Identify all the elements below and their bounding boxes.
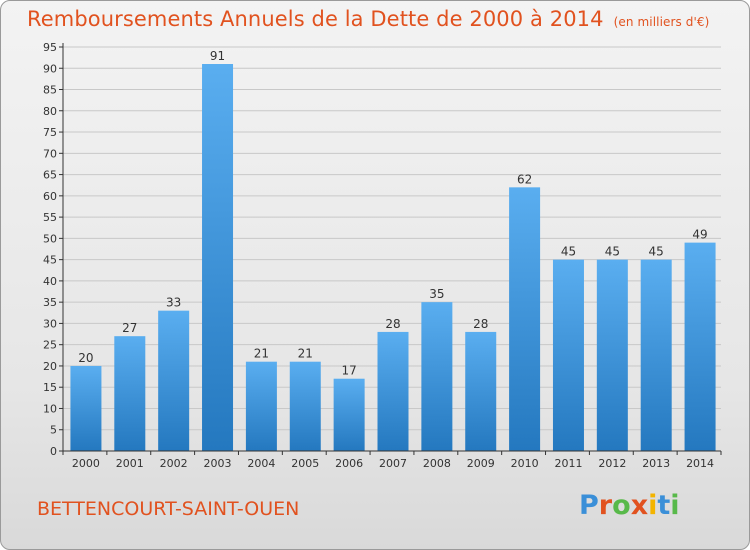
y-tick-label: 90 — [43, 62, 57, 75]
bar — [684, 242, 716, 451]
y-tick-label: 65 — [43, 169, 57, 182]
x-tick-label: 2003 — [204, 457, 232, 470]
y-tick-label: 70 — [43, 147, 57, 160]
bar — [421, 302, 453, 451]
data-label: 17 — [341, 364, 356, 378]
x-tick-label: 2012 — [598, 457, 626, 470]
data-label: 20 — [78, 351, 93, 365]
y-tick-label: 60 — [43, 190, 57, 203]
chart-title-unit: (en milliers d'€) — [613, 15, 710, 29]
y-tick-label: 55 — [43, 211, 57, 224]
y-tick-label: 15 — [43, 381, 57, 394]
bar — [70, 365, 102, 451]
bar — [552, 259, 584, 451]
bar — [245, 361, 277, 451]
y-tick-label: 95 — [43, 41, 57, 54]
logo-letter: i — [670, 490, 680, 521]
y-tick-label: 35 — [43, 296, 57, 309]
proxiti-logo: Proxiti — [579, 490, 680, 521]
y-tick-label: 10 — [43, 402, 57, 415]
bar — [640, 259, 672, 451]
chart-title-main: Remboursements Annuels de la Dette de 20… — [27, 7, 604, 31]
data-label: 28 — [385, 317, 400, 331]
data-label: 35 — [429, 287, 444, 301]
x-tick-label: 2002 — [160, 457, 188, 470]
data-label: 21 — [254, 347, 269, 361]
data-label: 28 — [473, 317, 488, 331]
y-tick-label: 20 — [43, 360, 57, 373]
data-label: 45 — [605, 245, 620, 259]
data-label: 33 — [166, 296, 181, 310]
y-tick-label: 25 — [43, 339, 57, 352]
bar — [596, 259, 628, 451]
x-tick-label: 2009 — [467, 457, 495, 470]
y-tick-label: 30 — [43, 317, 57, 330]
y-tick-label: 40 — [43, 275, 57, 288]
x-tick-label: 2014 — [686, 457, 714, 470]
y-tick-label: 0 — [50, 445, 57, 458]
logo-letter: o — [612, 490, 631, 521]
data-label: 49 — [692, 228, 707, 242]
bar — [377, 331, 409, 451]
logo-letter: x — [630, 490, 649, 521]
logo-letter: t — [657, 490, 671, 521]
logo-letter: P — [579, 490, 599, 521]
labels-layer: 20 27 33 91 21 21 17 28 35 28 62 45 45 45 49 — [78, 49, 707, 378]
y-tick-label: 45 — [43, 254, 57, 267]
logo-letter: r — [598, 490, 613, 521]
axis-layer: 0 5 10 15 20 25 30 35 40 45 50 55 60 65 70 75 80 85 90 95 20… — [43, 41, 722, 470]
bar — [333, 378, 365, 451]
x-tick-label: 2000 — [72, 457, 100, 470]
y-tick-label: 75 — [43, 126, 57, 139]
data-label: 45 — [649, 245, 664, 259]
x-tick-label: 2001 — [116, 457, 144, 470]
y-tick-label: 85 — [43, 84, 57, 97]
x-tick-label: 2013 — [642, 457, 670, 470]
logo-letter: i — [648, 490, 658, 521]
bar — [509, 187, 541, 451]
bar — [465, 331, 497, 451]
y-tick-label: 80 — [43, 105, 57, 118]
data-label: 91 — [210, 49, 225, 63]
y-tick-label: 50 — [43, 232, 57, 245]
data-label: 45 — [561, 245, 576, 259]
commune-name: BETTENCOURT-SAINT-OUEN — [37, 498, 300, 520]
y-tick-label: 5 — [50, 424, 57, 437]
chart-title: Remboursements Annuels de la Dette de 20… — [27, 7, 709, 31]
x-tick-label: 2011 — [554, 457, 582, 470]
bar — [158, 310, 190, 451]
x-tick-label: 2008 — [423, 457, 451, 470]
bar — [114, 336, 146, 451]
bar — [289, 361, 321, 451]
x-tick-label: 2006 — [335, 457, 363, 470]
x-tick-label: 2010 — [511, 457, 539, 470]
x-tick-label: 2004 — [247, 457, 275, 470]
x-tick-label: 2007 — [379, 457, 407, 470]
data-label: 62 — [517, 172, 532, 186]
x-tick-label: 2005 — [291, 457, 319, 470]
bars-layer — [70, 64, 716, 451]
data-label: 27 — [122, 321, 137, 335]
bar — [202, 64, 234, 451]
data-label: 21 — [298, 347, 313, 361]
